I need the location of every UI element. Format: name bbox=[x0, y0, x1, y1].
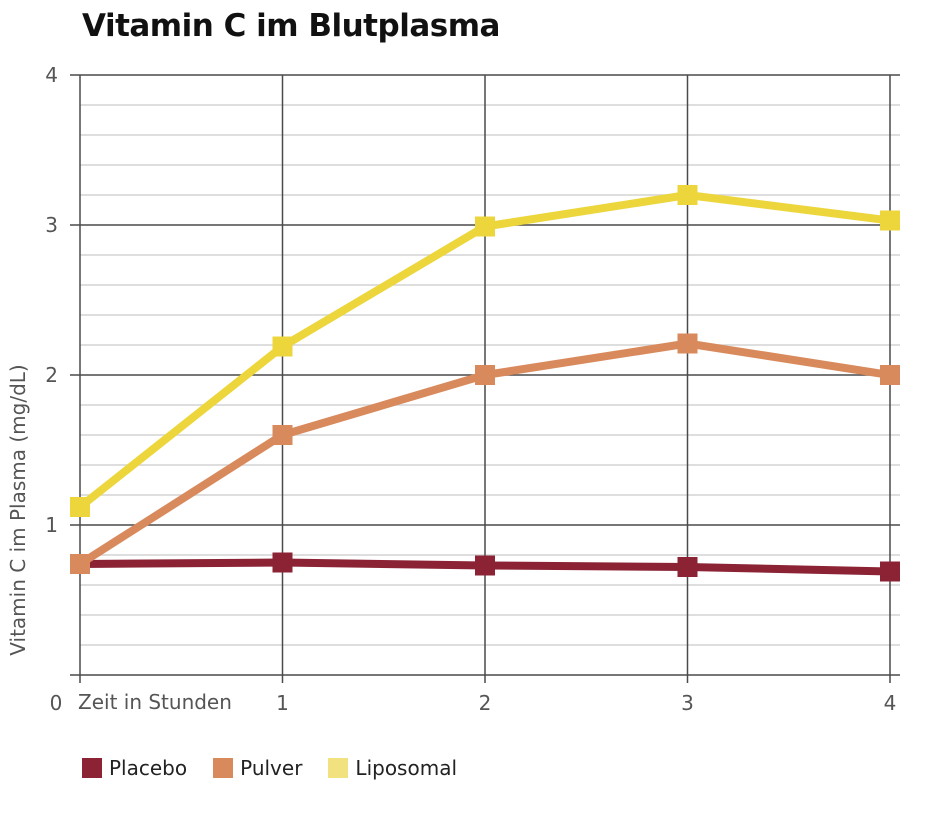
legend-label: Liposomal bbox=[355, 756, 458, 780]
legend-swatch bbox=[328, 758, 349, 778]
data-point bbox=[880, 210, 900, 231]
legend-label: Placebo bbox=[109, 756, 188, 780]
data-point bbox=[880, 365, 900, 385]
tick-labels: 1 2 3 4 0 1 2 3 4 bbox=[45, 63, 896, 715]
series-group bbox=[70, 185, 900, 582]
data-point bbox=[272, 552, 293, 573]
x-tick-label: 4 bbox=[884, 691, 897, 715]
series-pulver bbox=[70, 333, 900, 574]
y-axis-label: Vitamin C im Plasma (mg/dL) bbox=[6, 364, 30, 656]
data-point bbox=[272, 336, 293, 357]
data-point bbox=[475, 365, 495, 385]
data-point bbox=[70, 497, 90, 517]
legend-item-liposomal: Liposomal bbox=[328, 756, 457, 780]
data-point bbox=[272, 425, 293, 445]
data-point bbox=[475, 555, 495, 576]
minor-gridlines bbox=[80, 104, 900, 646]
legend-item-pulver: Pulver bbox=[213, 756, 302, 780]
x-tick-label: 1 bbox=[276, 691, 289, 715]
y-tick-label: 2 bbox=[45, 363, 58, 387]
x-axis-label: Zeit in Stunden bbox=[78, 690, 232, 714]
data-point bbox=[880, 561, 900, 582]
legend: Placebo Pulver Liposomal bbox=[82, 756, 483, 780]
y-tick-label: 1 bbox=[45, 513, 58, 537]
x-tick-label: 3 bbox=[681, 691, 694, 715]
legend-swatch bbox=[213, 758, 234, 778]
data-point bbox=[677, 185, 698, 205]
data-point bbox=[70, 554, 90, 574]
data-point bbox=[677, 333, 698, 354]
y-tick-label: 4 bbox=[45, 63, 58, 87]
data-point bbox=[677, 557, 698, 577]
chart-title: Vitamin C im Blutplasma bbox=[82, 8, 500, 44]
legend-swatch bbox=[82, 758, 102, 778]
x-tick-label: 2 bbox=[479, 691, 492, 715]
y-tick-label: 3 bbox=[45, 213, 58, 237]
x-tick-label: 0 bbox=[50, 691, 63, 715]
legend-label: Pulver bbox=[240, 756, 303, 780]
data-point bbox=[475, 216, 495, 237]
legend-item-placebo: Placebo bbox=[82, 756, 187, 780]
series-liposomal bbox=[70, 185, 900, 517]
